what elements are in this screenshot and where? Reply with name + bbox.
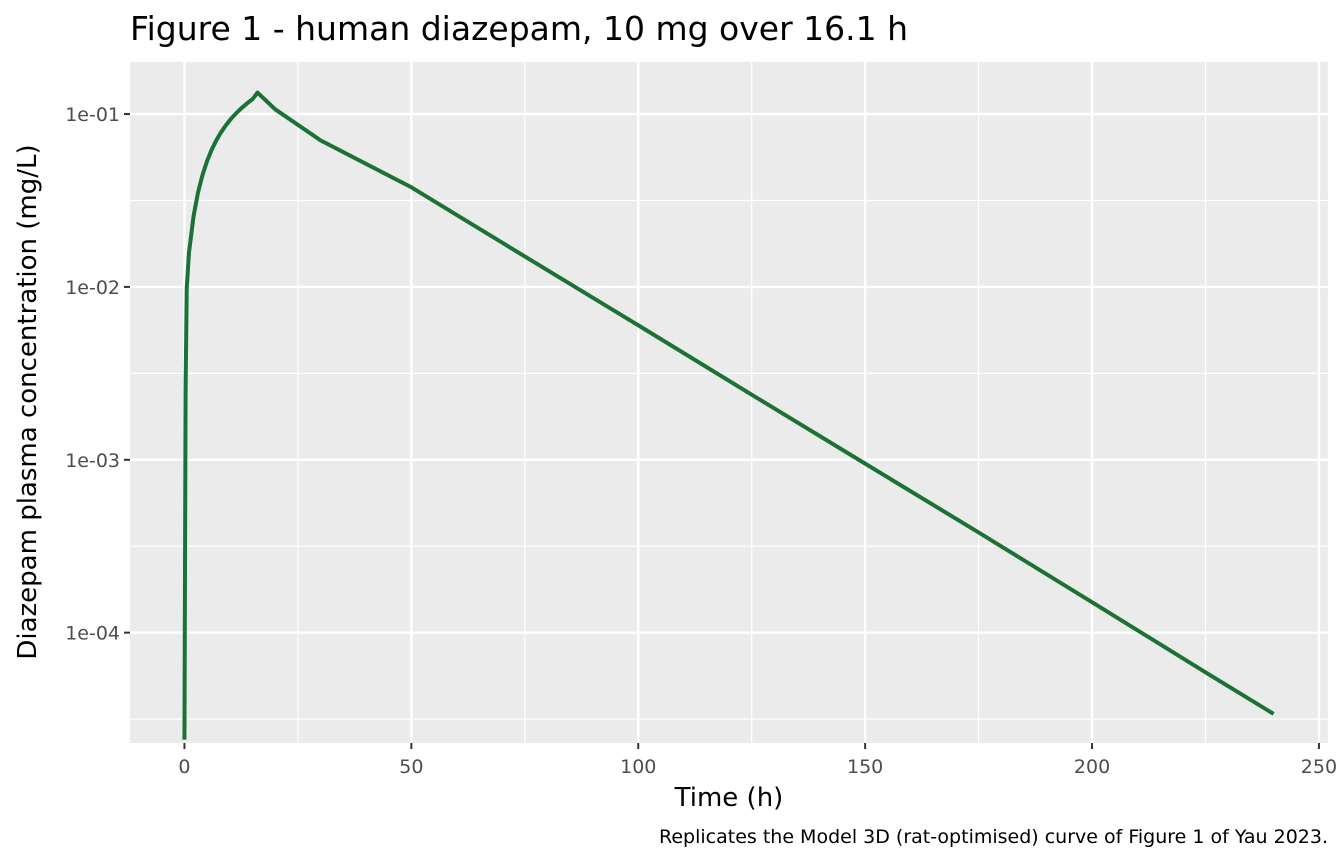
y-axis: 1e-04 1e-03 1e-02 1e-01	[65, 104, 130, 645]
y-axis-title: Diazepam plasma concentration (mg/L)	[13, 144, 43, 659]
y-tick-label: 1e-02	[65, 277, 120, 299]
series-layer	[182, 90, 1275, 740]
chart-caption: Replicates the Model 3D (rat-optimised) …	[659, 826, 1328, 848]
grid-minor	[130, 62, 1328, 743]
chart-title: Figure 1 - human diazepam, 10 mg over 16…	[130, 9, 908, 48]
x-tick-label: 150	[847, 756, 883, 778]
x-axis-title: Time (h)	[674, 783, 784, 813]
grid-major	[130, 62, 1328, 743]
x-axis: 0 50 100 150 200 250	[178, 743, 1337, 778]
y-tick-label: 1e-01	[65, 104, 120, 126]
x-tick-label: 250	[1301, 756, 1337, 778]
plot-panel	[130, 62, 1328, 743]
y-tick-label: 1e-03	[65, 450, 120, 472]
series-line	[182, 90, 1275, 740]
x-tick-label: 100	[620, 756, 656, 778]
y-tick-label: 1e-04	[65, 623, 120, 645]
x-tick-label: 200	[1074, 756, 1110, 778]
x-tick-label: 0	[178, 756, 190, 778]
x-tick-label: 50	[399, 756, 423, 778]
